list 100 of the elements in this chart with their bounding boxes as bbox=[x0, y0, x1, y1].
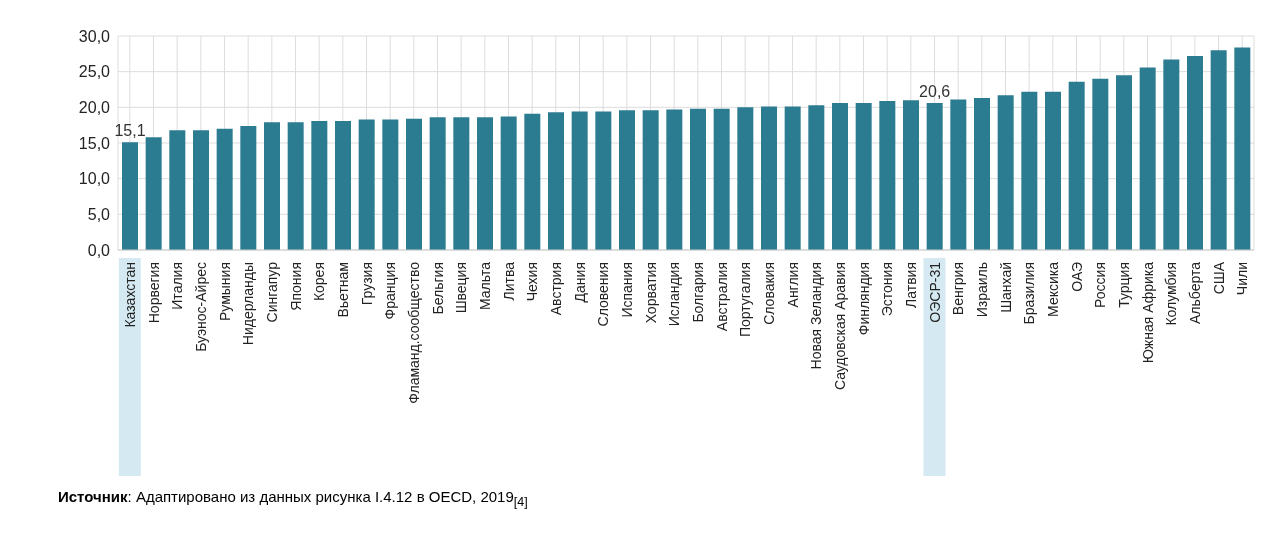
bar bbox=[193, 130, 209, 250]
bar bbox=[548, 112, 564, 250]
bar bbox=[713, 108, 730, 250]
bar bbox=[1021, 91, 1038, 250]
x-tick-label: Новая Зеландия bbox=[808, 262, 825, 370]
bar bbox=[950, 99, 967, 250]
bar bbox=[1116, 75, 1132, 250]
x-tick-label: Литва bbox=[500, 261, 517, 301]
bar bbox=[808, 105, 825, 250]
data-label: 15,1 bbox=[114, 122, 146, 140]
x-tick-label: Франция bbox=[382, 262, 399, 320]
x-tick-label: Корея bbox=[311, 262, 328, 302]
bar bbox=[358, 119, 375, 250]
bar bbox=[832, 103, 848, 250]
bar bbox=[216, 128, 233, 250]
x-tick-label: Казахстан bbox=[121, 262, 138, 328]
bar bbox=[1139, 67, 1156, 250]
x-tick-label: Чили bbox=[1234, 262, 1251, 296]
bar bbox=[429, 117, 446, 250]
x-tick-label: США bbox=[1210, 261, 1227, 295]
x-tick-label: Япония bbox=[287, 262, 304, 311]
bar bbox=[406, 118, 422, 250]
x-tick-label: Финляндия bbox=[855, 262, 872, 336]
x-tick-label: Саудовская Аравия bbox=[831, 262, 848, 391]
y-tick-label: 30,0 bbox=[78, 27, 111, 45]
y-tick-label: 15,0 bbox=[78, 134, 111, 152]
bar bbox=[1163, 59, 1180, 250]
x-tick-label: Россия bbox=[1092, 262, 1109, 308]
x-tick-label: Испания bbox=[618, 262, 635, 318]
x-tick-label: Эстония bbox=[879, 262, 896, 317]
x-tick-label: Болгария bbox=[689, 262, 706, 323]
bar bbox=[1092, 78, 1109, 250]
bar bbox=[145, 137, 162, 250]
x-tick-label: Латвия bbox=[902, 262, 919, 308]
bar bbox=[855, 103, 872, 250]
x-tick-label: Словакия bbox=[760, 262, 777, 325]
bar bbox=[453, 117, 470, 250]
x-tick-label: Израиль bbox=[973, 262, 990, 318]
y-tick-label: 10,0 bbox=[78, 170, 111, 188]
bar bbox=[571, 111, 588, 250]
bar bbox=[642, 110, 659, 250]
bar bbox=[1210, 50, 1227, 250]
x-tick-label: Чехия bbox=[524, 262, 541, 302]
x-tick-label: Венгрия bbox=[950, 262, 967, 316]
bar bbox=[1187, 55, 1203, 250]
bar bbox=[287, 122, 304, 250]
bar bbox=[524, 113, 541, 250]
x-tick-label: Южная Африка bbox=[1139, 261, 1156, 364]
x-tick-label: Турция bbox=[1115, 262, 1132, 308]
y-tick-label: 20,0 bbox=[78, 99, 111, 117]
bar bbox=[595, 111, 612, 250]
x-tick-label: Словения bbox=[595, 262, 612, 327]
x-tick-label: Хорватия bbox=[642, 262, 659, 324]
x-tick-label: Австралия bbox=[713, 262, 730, 332]
x-tick-label: Бразилия bbox=[1021, 262, 1038, 325]
bar bbox=[1234, 47, 1251, 250]
x-tick-label: Вьетнам bbox=[334, 262, 351, 318]
bar bbox=[690, 108, 706, 250]
y-tick-label: 0,0 bbox=[87, 241, 111, 259]
x-tick-label: Буэнос-Айрес bbox=[192, 262, 209, 352]
y-tick-label: 25,0 bbox=[78, 63, 111, 81]
bar bbox=[903, 100, 919, 250]
x-tick-label: Дания bbox=[571, 262, 588, 303]
x-tick-label: Румыния bbox=[216, 262, 233, 322]
x-tick-label: Австрия bbox=[547, 262, 564, 316]
x-tick-label: Англия bbox=[784, 262, 801, 308]
bar bbox=[666, 109, 683, 250]
bar bbox=[784, 106, 801, 250]
x-tick-label: Швеция bbox=[453, 262, 470, 314]
bar bbox=[335, 120, 351, 250]
bar bbox=[382, 119, 399, 250]
bar bbox=[240, 125, 257, 250]
bar bbox=[879, 100, 896, 250]
bar bbox=[169, 130, 186, 250]
x-tick-label: Норвегия bbox=[145, 262, 162, 324]
x-tick-label: Альберта bbox=[1186, 261, 1203, 324]
bar bbox=[1068, 81, 1085, 250]
x-tick-label: Мальта bbox=[476, 261, 493, 311]
x-tick-label: Грузия bbox=[358, 262, 375, 306]
bar bbox=[477, 117, 493, 250]
x-tick-label: Шанхай bbox=[997, 262, 1014, 313]
x-tick-label: Исландия bbox=[666, 262, 683, 327]
x-tick-label: Бельгия bbox=[429, 262, 446, 315]
x-tick-label: Нидерланды bbox=[240, 262, 257, 346]
bar bbox=[500, 116, 517, 250]
x-tick-label: Сингапур bbox=[263, 261, 280, 323]
x-tick-label: Колумбия bbox=[1163, 262, 1180, 326]
bar bbox=[311, 120, 328, 250]
bar bbox=[122, 142, 138, 250]
bar bbox=[997, 95, 1014, 250]
bar bbox=[974, 98, 990, 250]
x-tick-label: Италия bbox=[169, 262, 186, 310]
x-tick-label: Фламанд.сообщество bbox=[405, 261, 422, 404]
bar bbox=[926, 103, 943, 250]
x-tick-label: Португалия bbox=[737, 262, 754, 338]
text: Источник: Адаптировано из данных рисунка I.4.12 в OECD, 2019$_{[4]}$ bbox=[58, 488, 528, 509]
x-tick-label: ОАЭ bbox=[1068, 262, 1085, 292]
y-tick-label: 5,0 bbox=[87, 206, 111, 224]
bar bbox=[1045, 91, 1061, 250]
bar bbox=[619, 110, 635, 250]
